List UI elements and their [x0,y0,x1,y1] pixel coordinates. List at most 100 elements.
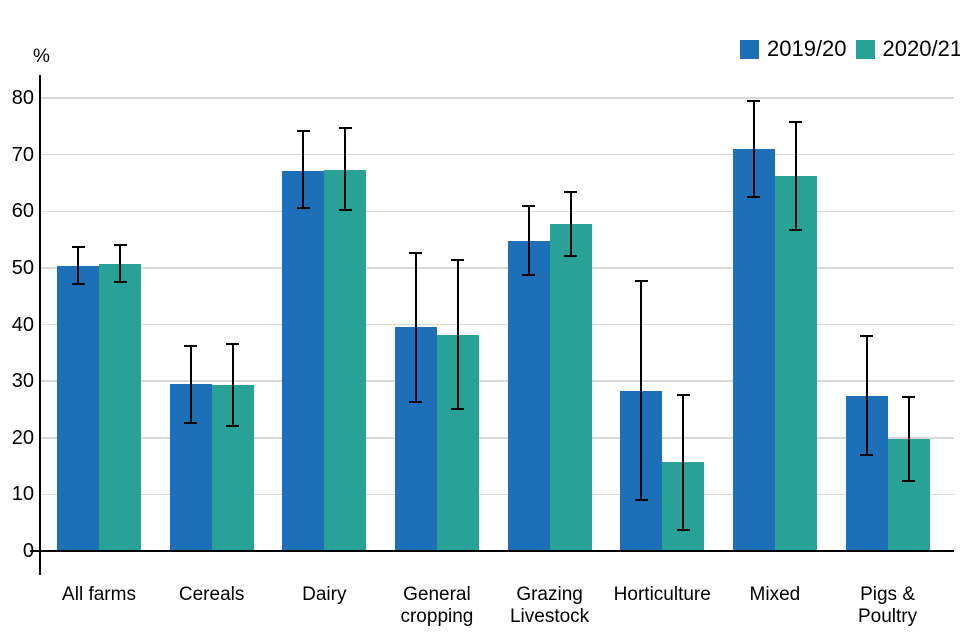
bar-2019/20-grazing-livestock [507,240,550,551]
error-bar-stem [907,396,910,483]
y-tick-label-80: 80 [11,87,34,109]
error-bar-cap [226,343,240,346]
error-bar-cap [296,206,310,209]
error-bar-2020/21-mixed [789,120,803,232]
error-bar-cap [451,259,465,262]
error-bar-2019/20-general-cropping [409,252,423,404]
bar-2020/21-grazing-livestock [549,223,592,551]
error-bar-stem [344,127,347,211]
error-bar-cap [522,274,536,277]
error-bar-2020/21-grazing-livestock [564,190,578,257]
gridline-80 [41,97,954,99]
x-category-label-line: All farms [62,584,136,605]
error-bar-cap [564,254,578,257]
error-bar-2019/20-horticulture [634,279,648,502]
legend-swatch-2019-20 [740,39,759,59]
bar-2019/20-mixed [732,148,775,551]
error-bar-stem [569,190,572,257]
x-category-label-general-cropping: General cropping [367,584,507,628]
x-category-label-all-farms: All farms [29,584,169,606]
x-category-label-mixed: Mixed [705,584,845,606]
legend-swatch-2020-21 [855,39,875,59]
bar-2019/20-dairy [282,171,325,551]
error-bar-cap [451,407,465,410]
error-bar-2020/21-dairy [338,127,352,211]
error-bar-cap [522,205,536,208]
error-bar-cap [564,190,578,193]
y-tick-label-10: 10 [11,483,34,506]
error-bar-stem [752,99,755,199]
gridline-50 [41,267,954,269]
error-bar-cap [902,396,916,399]
error-bar-stem [865,334,868,457]
bar-2019/20-all-farms [57,266,99,551]
x-category-label-line: cropping [400,606,474,627]
error-bar-2019/20-grazing-livestock [522,205,536,277]
gridline-30 [41,380,954,382]
error-bar-stem [302,130,305,209]
error-bar-stem [794,120,797,232]
error-bar-stem [189,344,192,425]
x-category-label-line: Livestock [509,606,590,627]
y-tick-label-60: 60 [11,200,34,223]
error-bar-cap [113,281,127,284]
error-bar-stem [77,246,79,285]
x-category-label-line: Pigs & [860,584,915,605]
x-category-label-line: Horticulture [613,584,711,605]
y-tick-label-0: 0 [22,540,34,562]
x-axis-line [30,550,954,552]
error-bar-cap [747,196,761,199]
error-bar-stem [682,394,685,531]
gridline-20 [41,437,954,439]
x-category-label-dairy: Dairy [254,584,394,606]
error-bar-2019/20-dairy [296,130,310,209]
error-bar-cap [184,344,198,347]
error-bar-2020/21-cereals [226,343,240,427]
gridline-70 [41,153,954,156]
x-category-label-line: Cereals [178,584,245,605]
x-category-label-line: Poultry [857,606,918,627]
error-bar-cap [860,334,874,337]
error-bar-cap [226,424,240,427]
bar-2020/21-mixed [774,175,817,551]
error-bar-cap [747,99,761,102]
error-bar-cap [789,120,803,123]
error-bar-cap [338,127,352,130]
error-bar-2020/21-general-cropping [451,259,465,410]
error-bar-stem [231,343,234,427]
error-bar-cap [184,422,198,425]
x-category-label-line: Dairy [302,584,347,605]
y-tick-label-70: 70 [11,143,34,166]
y-tick-label-50: 50 [11,256,34,279]
x-category-label-horticulture: Horticulture [592,584,732,606]
bar-2020/21-all-farms [99,263,141,551]
error-bar-cap [409,252,423,255]
legend-item-2019-20: 2019/20 [740,36,847,62]
error-bar-cap [789,229,803,232]
gridline-60 [41,210,954,212]
legend-item-2020-21: 2020/21 [855,36,960,62]
y-tick-label-40: 40 [11,313,34,336]
error-bar-cap [676,394,690,397]
x-category-label-pigs-poultry: Pigs & Poultry [818,584,958,628]
error-bar-cap [860,454,874,457]
gridline-40 [41,323,954,326]
error-bar-cap [113,243,127,246]
error-bar-cap [71,246,85,249]
error-bar-2019/20-pigs-poultry [860,334,874,457]
error-bar-2020/21-all-farms [113,243,127,284]
error-bar-cap [676,528,690,531]
error-bar-stem [119,243,121,284]
error-bar-cap [338,208,352,211]
error-bar-cap [634,499,648,502]
error-bar-stem [456,259,459,410]
chart-legend: 2019/20 2020/21 [740,36,960,62]
y-axis-line [39,75,41,575]
y-axis-unit-label: % [33,46,50,67]
x-category-label-line: Mixed [749,584,801,605]
y-tick-label-30: 30 [11,370,34,393]
x-category-label-cereals: Cereals [142,584,282,606]
error-bar-cap [409,401,423,404]
error-bar-cap [634,279,648,282]
